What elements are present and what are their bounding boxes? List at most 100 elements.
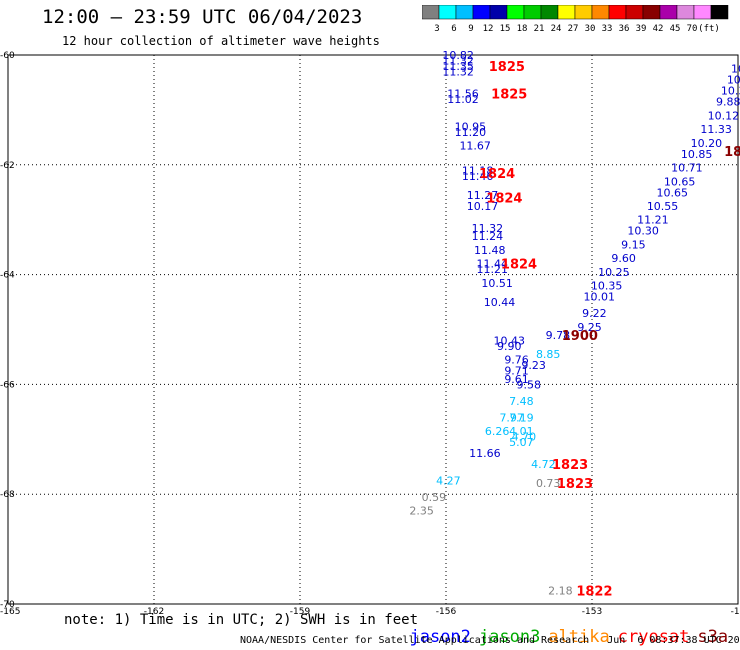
wave-height-value: 10.65 (664, 175, 696, 188)
legend-altika: altika (548, 627, 610, 647)
wave-height-value: 11.33 (700, 123, 732, 136)
page-title: 12:00 – 23:59 UTC 06/04/2023 (42, 6, 363, 28)
wave-height-value: 4.27 (436, 474, 461, 487)
pass-time-label: 1824 (479, 167, 515, 182)
color-scale-bar: 3 6 9 12 15 18 21 24 27 30 33 36 39 42 45 70 (ft) (422, 5, 729, 34)
legend-s3a: s3a (697, 627, 729, 647)
wave-height-value: 11.02 (447, 93, 479, 106)
y-tick-label: -68 (0, 490, 15, 500)
colorbar-label: 6 (451, 24, 456, 34)
y-tick-label: -70 (0, 600, 15, 610)
colorbar-swatch (710, 5, 729, 20)
wave-height-value: 10.95 (455, 120, 487, 133)
wave-height-value: 10.55 (647, 200, 679, 213)
colorbar-label: 39 (636, 24, 647, 34)
wave-height-value: 10.51 (481, 277, 513, 290)
wave-height-value: 0.73 (536, 477, 561, 490)
wave-height-value: 11.20 (455, 126, 487, 139)
colorbar-label: 18 (517, 24, 528, 34)
wave-height-value: 11.48 (474, 244, 506, 257)
wave-height-value: 9.78 (546, 329, 571, 342)
wave-height-value: 4.72 (531, 458, 556, 471)
colorbar-label: 15 (500, 24, 511, 34)
wave-height-value: 4.01 (509, 425, 534, 438)
wave-height-value: 10.3 (721, 85, 740, 98)
wave-height-value: 10.82 (442, 49, 474, 62)
wave-height-value: 11.21 (476, 263, 508, 276)
wave-height-value: 9.61 (504, 373, 529, 386)
wave-height-value: 10.43 (494, 334, 526, 347)
wave-height-value: 10.35 (591, 280, 623, 293)
pass-time-label: 18 (724, 145, 740, 160)
wave-height-value: 8.85 (536, 348, 561, 361)
pass-time-label: 1822 (576, 584, 612, 599)
wave-height-value: 5.07 (509, 436, 534, 449)
x-tick-label: -165 (0, 607, 20, 617)
x-tick-label: -156 (436, 607, 457, 617)
colorbar-label: 42 (653, 24, 664, 34)
wave-height-value: 9.71 (504, 365, 529, 378)
wave-height-value: 10. (727, 74, 740, 87)
wave-height-value: 9.22 (582, 307, 607, 320)
wave-height-value: 10.25 (598, 266, 630, 279)
wave-height-value: 0.59 (422, 491, 447, 504)
wave-height-value: 9.58 (516, 378, 541, 391)
wave-height-chart: -165 -162 -159 -156 -153 -15 -60 -62 -64 -66 -68 -7… (0, 49, 740, 617)
wave-height-value: 10.44 (484, 296, 516, 309)
plot-frame (7, 54, 739, 605)
pass-time-label: 1823 (557, 477, 593, 492)
wave-height-value: 10.71 (671, 162, 703, 175)
colorbar-label: 70 (687, 24, 698, 34)
wave-height-value: 10.30 (627, 225, 659, 238)
y-tick-label: -64 (0, 271, 15, 281)
page-subtitle: 12 hour collection of altimeter wave hei… (62, 34, 380, 48)
pass-time-label: 1823 (552, 458, 588, 473)
y-tick-label: -66 (0, 380, 15, 390)
wave-height-value: 7.97 (499, 411, 524, 424)
wave-height-value: 11.27 (467, 189, 499, 202)
wave-height-value: 10.17 (467, 200, 499, 213)
wave-height-value: 11.32 (442, 65, 474, 78)
pass-time-label: 1825 (491, 87, 527, 102)
wave-height-value: 10.85 (681, 148, 713, 161)
colorbar-label: 36 (619, 24, 630, 34)
wave-height-value: 9.15 (621, 238, 646, 251)
wave-height-value: 11.35 (442, 60, 474, 73)
wave-height-value: 9.60 (611, 252, 636, 265)
wave-height-value: 11.32 (442, 54, 474, 67)
wave-height-value: 9.90 (497, 340, 522, 353)
colorbar-label: 12 (483, 24, 494, 34)
satellite-legend: jason2 jason3 altika cryosat s3a (389, 607, 736, 647)
wave-height-value: 9.88 (716, 96, 740, 109)
x-tick-label: -153 (582, 607, 602, 617)
x-tick-label: -159 (290, 607, 311, 617)
wave-height-value: 9.76 (504, 354, 529, 367)
pass-time-label: 1824 (486, 192, 522, 207)
wave-height-value: 2.18 (548, 584, 573, 597)
legend-cryosat: cryosat (617, 627, 690, 647)
wave-height-value: 2.35 (409, 505, 434, 518)
wave-height-value: 11.21 (637, 214, 669, 227)
colorbar-label: 27 (568, 24, 579, 34)
wave-height-value: 7.19 (509, 411, 534, 424)
colorbar-label: 9 (468, 24, 473, 34)
wave-height-value: 10.12 (708, 109, 740, 122)
wave-height-value: 11.44 (476, 258, 508, 271)
wave-height-value: 11.56 (447, 87, 479, 100)
y-tick-label: -62 (0, 161, 15, 171)
wave-height-value: 10 (731, 63, 740, 76)
wave-height-value: 11.32 (472, 222, 504, 235)
y-tick-label: -60 (0, 51, 15, 61)
wave-height-value: 11.18 (462, 164, 494, 177)
legend-jason3: jason3 (478, 627, 541, 647)
colorbar-label: 45 (670, 24, 681, 34)
pass-time-label: 1825 (489, 60, 525, 75)
colorbar-label: 33 (602, 24, 613, 34)
colorbar-label: (ft) (698, 24, 720, 34)
wave-height-value: 11.24 (472, 230, 504, 243)
colorbar-label: 3 (434, 24, 439, 34)
wave-height-value: 10.01 (584, 291, 616, 304)
wave-height-value: 4.70 (512, 431, 537, 444)
wave-height-value: 7.48 (509, 395, 534, 408)
colorbar-label: 24 (551, 24, 562, 34)
